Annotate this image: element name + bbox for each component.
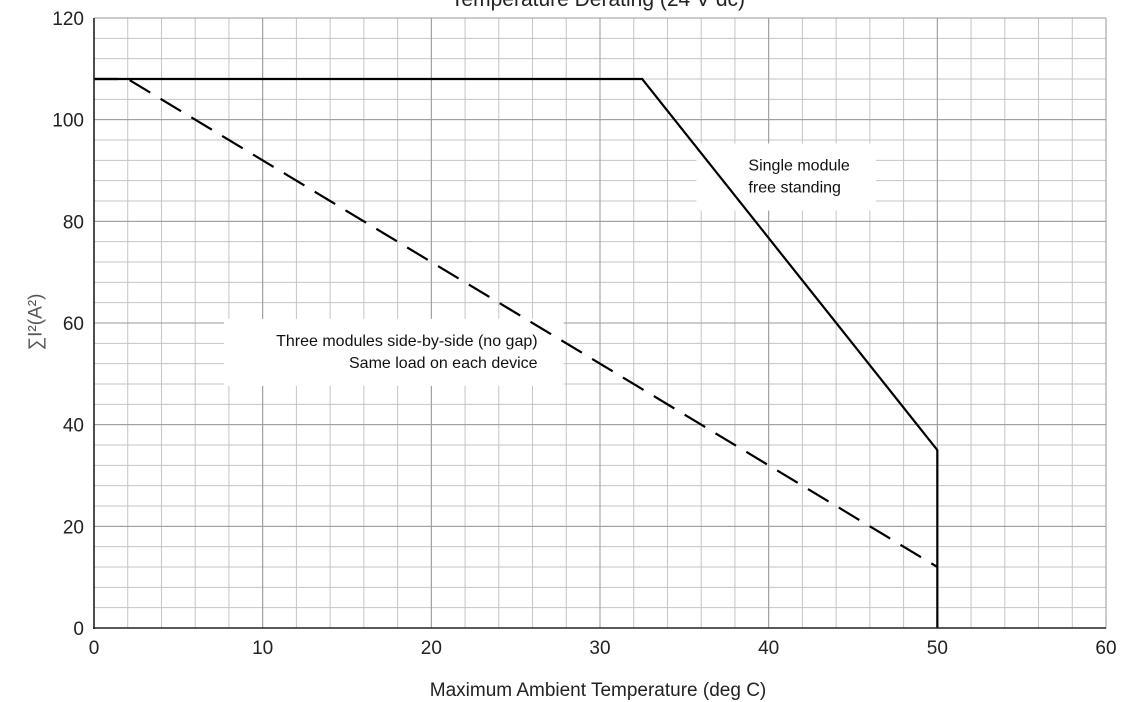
- annotation-line: Single module: [748, 158, 850, 175]
- annotations: Single module free standing Three modules …: [276, 158, 850, 372]
- y-tick-label: 100: [52, 111, 84, 132]
- annotation-line: free standing: [748, 180, 841, 197]
- x-tick-label: 50: [927, 638, 948, 659]
- series-lines: [94, 77, 939, 628]
- annotation-backgrounds: [224, 143, 876, 386]
- y-tick-label: 0: [73, 619, 84, 640]
- x-tick-label: 60: [1095, 638, 1116, 659]
- dashed-series-line: [94, 77, 938, 568]
- annotation-line: Same load on each device: [349, 355, 538, 372]
- annotation-box: [696, 143, 876, 211]
- x-tick-label: 10: [252, 638, 273, 659]
- y-tick-label: 120: [52, 9, 84, 30]
- y-tick-label: 40: [63, 416, 84, 437]
- axes: [93, 18, 1106, 629]
- annotation-box: [224, 318, 564, 386]
- x-tick-label: 40: [758, 638, 779, 659]
- annotation-label: Single module free standing: [748, 158, 850, 197]
- x-tick-label: 20: [421, 638, 442, 659]
- x-tick-label: 0: [89, 638, 100, 659]
- x-tick-labels: 0 10 20 30 40 50 60: [89, 638, 1117, 659]
- annotation-label: Three modules side-by-side (no gap) Same …: [276, 333, 538, 372]
- annotation-line: Three modules side-by-side (no gap): [276, 333, 537, 350]
- x-tick-label: 30: [589, 638, 610, 659]
- x-axis-title: Maximum Ambient Temperature (deg C): [430, 680, 767, 701]
- solid-series-line: [94, 77, 939, 628]
- y-tick-label: 20: [63, 517, 84, 538]
- chart-title: Temperature Derating (24 V dc): [451, 0, 745, 11]
- y-axis-title: ∑I²(A²): [25, 293, 47, 351]
- y-tick-label: 80: [63, 212, 84, 233]
- y-tick-labels: 0 20 40 60 80 100 120: [52, 9, 84, 640]
- y-tick-label: 60: [63, 314, 84, 335]
